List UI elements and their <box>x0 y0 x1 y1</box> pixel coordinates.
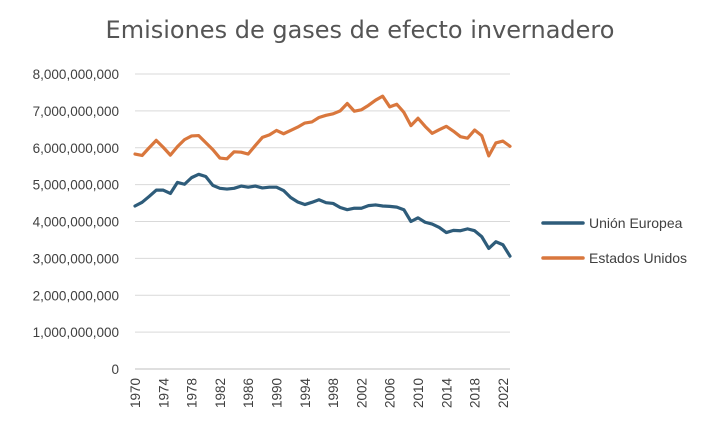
x-tick-label: 1998 <box>326 378 341 408</box>
y-tick-label: 1,000,000,000 <box>33 325 119 340</box>
legend-label: Estados Unidos <box>589 250 687 266</box>
series-line-unión-europea <box>133 172 512 258</box>
x-tick-label: 2018 <box>468 378 483 408</box>
legend-label: Unión Europea <box>589 215 683 231</box>
y-tick-label: 7,000,000,000 <box>33 104 119 119</box>
x-tick-label: 1982 <box>213 378 228 408</box>
x-tick-label: 2022 <box>496 378 511 408</box>
chart-title: Emisiones de gases de efecto invernadero <box>105 16 615 44</box>
x-tick-label: 2002 <box>354 378 369 408</box>
gridlines <box>135 73 510 370</box>
x-axis-ticks: 1970 1974 1978 1982 1986 1990 1994 1998 2002 2006… <box>128 378 511 409</box>
y-axis-ticks: 0 1,000,000,000 2,000,000,000 3,000,000,000… <box>33 67 119 377</box>
legend: Unión Europea Estados Unidos <box>541 215 687 266</box>
y-tick-label: 6,000,000,000 <box>33 141 119 156</box>
y-tick-label: 8,000,000,000 <box>33 67 119 82</box>
x-tick-label: 1970 <box>128 378 143 408</box>
x-tick-label: 1990 <box>270 378 285 408</box>
x-tick-label: 2006 <box>383 378 398 408</box>
x-tick-label: 1994 <box>298 378 313 409</box>
y-tick-label: 4,000,000,000 <box>33 215 119 230</box>
y-tick-label: 2,000,000,000 <box>33 288 119 303</box>
y-tick-label: 5,000,000,000 <box>33 178 119 193</box>
x-tick-label: 2014 <box>439 378 454 409</box>
x-tick-label: 1974 <box>156 378 171 409</box>
y-tick-label: 3,000,000,000 <box>33 251 119 266</box>
series-line-estados-unidos <box>133 94 512 161</box>
x-tick-label: 1986 <box>241 378 256 408</box>
series-lines <box>133 94 512 258</box>
y-tick-label: 0 <box>111 362 119 377</box>
x-tick-label: 1978 <box>185 378 200 408</box>
x-tick-label: 2010 <box>411 378 426 408</box>
